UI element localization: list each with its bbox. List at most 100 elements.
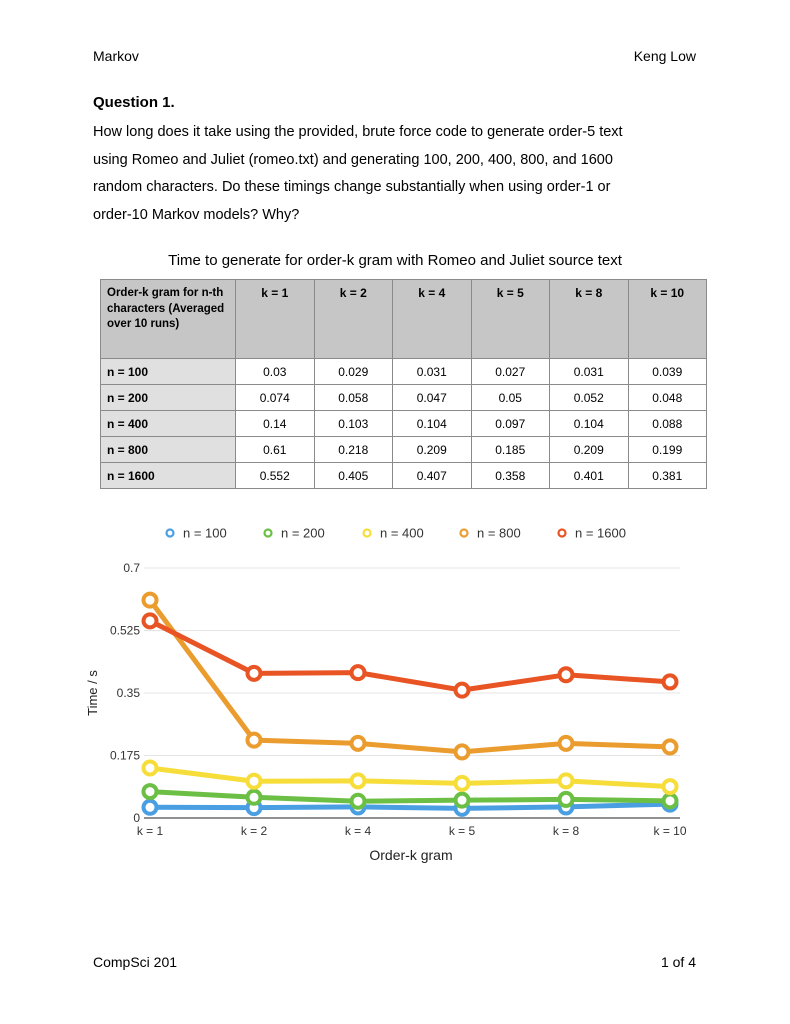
legend-marker — [263, 528, 273, 538]
table-cell: 0.209 — [392, 436, 472, 463]
table-cell: 0.199 — [627, 436, 707, 463]
row-header: n = 1600 — [100, 462, 236, 489]
table-row: n = 200 0.074 0.058 0.047 0.05 0.052 0.0… — [100, 384, 707, 411]
table-row: n = 100 0.03 0.029 0.031 0.027 0.031 0.0… — [100, 358, 707, 385]
data-point — [141, 612, 159, 630]
table-cell: 0.097 — [470, 410, 550, 437]
legend-label: n = 1600 — [575, 526, 626, 541]
series-line — [147, 618, 673, 693]
data-point — [245, 772, 263, 790]
table-cell: 0.14 — [235, 410, 315, 437]
x-tick-label: k = 1 — [137, 824, 164, 838]
data-point — [557, 790, 575, 808]
table-cell: 0.027 — [470, 358, 550, 385]
legend-marker — [362, 528, 372, 538]
legend-marker — [165, 528, 175, 538]
table-cell: 0.048 — [627, 384, 707, 411]
table-cell: 0.209 — [549, 436, 629, 463]
legend-label: n = 800 — [477, 526, 521, 541]
data-point — [349, 664, 367, 682]
column-header: k = 2 — [313, 279, 393, 359]
x-tick-label: k = 5 — [449, 824, 476, 838]
table-cell: 0.029 — [313, 358, 393, 385]
table-cell: 0.104 — [392, 410, 472, 437]
table-cell: 0.052 — [549, 384, 629, 411]
table-cell: 0.381 — [627, 462, 707, 489]
series-line — [147, 789, 673, 804]
data-point — [661, 792, 679, 810]
column-header: k = 4 — [392, 279, 472, 359]
y-tick-label: 0.175 — [110, 749, 140, 763]
timing-line-chart: 0 0.175 0.35 0.525 0.7 k = 1 k = 2 k = 4 k = 5 k … — [85, 526, 687, 864]
table-cell: 0.218 — [313, 436, 393, 463]
table-header-row: Order-k gram for n-th characters (Averag… — [100, 279, 707, 359]
question-line: using Romeo and Juliet (romeo.txt) and g… — [93, 151, 613, 168]
column-header: k = 1 — [235, 279, 315, 359]
data-point — [245, 731, 263, 749]
table-corner-header: Order-k gram for n-th characters (Averag… — [100, 279, 236, 359]
legend-label: n = 400 — [380, 526, 424, 541]
table-row: n = 400 0.14 0.103 0.104 0.097 0.104 0.0… — [100, 410, 707, 437]
data-point — [661, 778, 679, 796]
table-cell: 0.552 — [235, 462, 315, 489]
question-title: Question 1. — [93, 94, 175, 111]
table-cell: 0.031 — [392, 358, 472, 385]
table-cell: 0.407 — [392, 462, 472, 489]
table-cell: 0.405 — [313, 462, 393, 489]
data-point — [141, 783, 159, 801]
legend-label: n = 100 — [183, 526, 227, 541]
header-left: Markov — [93, 48, 139, 64]
question-line: random characters. Do these timings chan… — [93, 179, 611, 195]
data-point — [453, 681, 471, 699]
table-caption: Time to generate for order-k gram with R… — [168, 252, 622, 269]
table-cell: 0.088 — [627, 410, 707, 437]
data-point — [453, 791, 471, 809]
x-tick-label: k = 10 — [653, 824, 686, 838]
data-point — [661, 738, 679, 756]
footer-left: CompSci 201 — [93, 954, 178, 970]
data-point — [453, 774, 471, 792]
y-tick-label: 0.35 — [117, 686, 141, 700]
legend-marker — [459, 528, 469, 538]
y-tick-label: 0.525 — [110, 624, 140, 638]
data-point — [661, 673, 679, 691]
column-header: k = 5 — [470, 279, 550, 359]
x-axis-label: Order-k gram — [369, 847, 452, 863]
table-cell: 0.61 — [235, 436, 315, 463]
data-point — [141, 759, 159, 777]
footer-right: 1 of 4 — [660, 954, 696, 970]
data-point — [557, 666, 575, 684]
table-cell: 0.03 — [235, 358, 315, 385]
table-cell: 0.185 — [470, 436, 550, 463]
data-point — [141, 591, 159, 609]
x-tick-label: k = 4 — [345, 824, 372, 838]
y-axis-label: Time / s — [85, 670, 100, 716]
header-right: Keng Low — [633, 48, 696, 64]
series-line — [147, 597, 673, 755]
data-point — [349, 734, 367, 752]
row-header: n = 800 — [100, 436, 236, 463]
table-cell: 0.058 — [313, 384, 393, 411]
table-cell: 0.05 — [470, 384, 550, 411]
x-tick-label: k = 2 — [241, 824, 268, 838]
legend-label: n = 200 — [281, 526, 325, 541]
data-point — [453, 743, 471, 761]
table-cell: 0.074 — [235, 384, 315, 411]
row-header: n = 100 — [100, 358, 236, 385]
data-point — [349, 772, 367, 790]
question-line: order-10 Markov models? Why? — [93, 206, 300, 223]
data-point — [349, 792, 367, 810]
table-cell: 0.039 — [627, 358, 707, 385]
y-tick-label: 0.7 — [123, 561, 140, 575]
data-point — [141, 798, 159, 816]
table-cell: 0.031 — [549, 358, 629, 385]
column-header: k = 10 — [627, 279, 707, 359]
legend-marker — [557, 528, 567, 538]
data-point — [245, 664, 263, 682]
table-row: n = 800 0.61 0.218 0.209 0.185 0.209 0.1… — [100, 436, 707, 463]
data-point — [557, 772, 575, 790]
table-cell: 0.358 — [470, 462, 550, 489]
row-header: n = 400 — [100, 410, 236, 437]
data-point — [245, 788, 263, 806]
column-header: k = 8 — [549, 279, 629, 359]
